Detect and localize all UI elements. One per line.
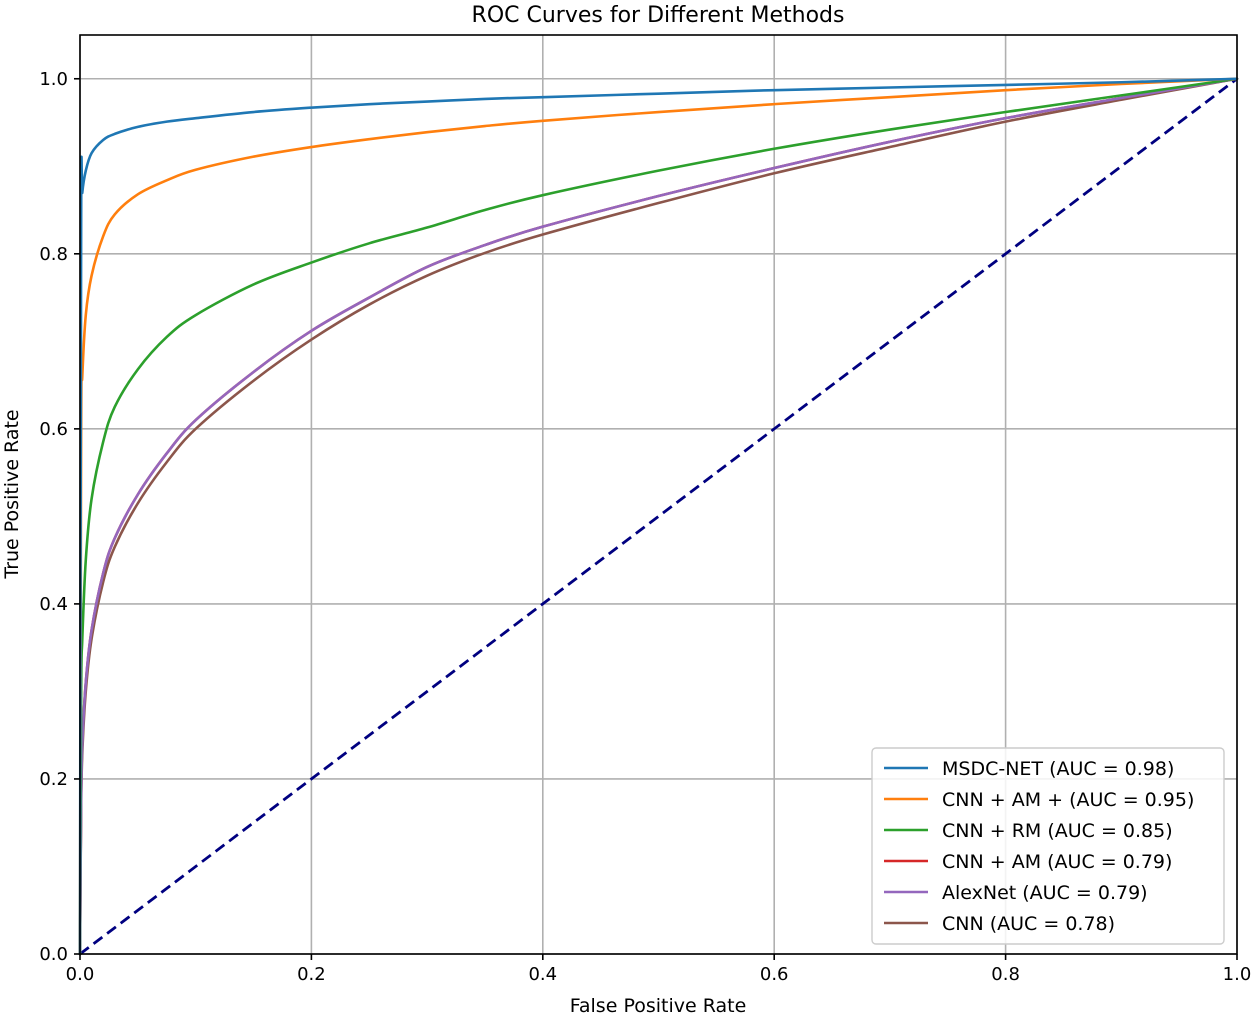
legend-label: AlexNet (AUC = 0.79) bbox=[942, 882, 1148, 904]
axis-ticks: 0.0 0.2 0.4 0.6 0.8 1.0 0.0 0.2 0.4 0.6 0.8 1.0 bbox=[39, 69, 1251, 985]
grid-lines bbox=[79, 35, 1238, 955]
random-guess-line bbox=[79, 77, 1238, 956]
x-tick-label: 0.2 bbox=[297, 964, 326, 985]
x-axis-label: False Positive Rate bbox=[570, 995, 747, 1017]
y-tick-label: 0.0 bbox=[39, 944, 68, 965]
y-axis-label: True Positive Rate bbox=[1, 409, 23, 579]
y-tick-label: 0.6 bbox=[39, 419, 68, 440]
series-line-1 bbox=[78, 77, 1239, 956]
legend-label: CNN + AM (AUC = 0.79) bbox=[942, 851, 1172, 873]
plot-frame bbox=[79, 34, 1238, 955]
y-tick-label: 0.4 bbox=[39, 594, 68, 615]
series-line-4 bbox=[78, 77, 1239, 956]
series-lines bbox=[78, 77, 1239, 956]
legend-box bbox=[871, 747, 1225, 945]
legend-label: CNN (AUC = 0.78) bbox=[942, 913, 1115, 935]
y-tick-label: 0.8 bbox=[39, 244, 68, 265]
series-line-2 bbox=[78, 77, 1239, 956]
legend-label: CNN + RM (AUC = 0.85) bbox=[942, 820, 1173, 842]
x-tick-label: 0.0 bbox=[66, 964, 95, 985]
legend-label: CNN + AM + (AUC = 0.95) bbox=[942, 789, 1194, 811]
legend: MSDC-NET (AUC = 0.98) CNN + AM + (AUC = 0… bbox=[871, 747, 1225, 945]
reference-diagonal bbox=[79, 77, 1238, 956]
series-line-0 bbox=[78, 77, 1239, 956]
x-tick-label: 0.4 bbox=[528, 964, 557, 985]
y-tick-label: 0.2 bbox=[39, 769, 68, 790]
x-tick-label: 0.6 bbox=[760, 964, 789, 985]
y-tick-label: 1.0 bbox=[39, 69, 68, 90]
x-tick-label: 1.0 bbox=[1223, 964, 1252, 985]
x-tick-label: 0.8 bbox=[991, 964, 1020, 985]
chart-title: ROC Curves for Different Methods bbox=[472, 3, 845, 28]
legend-label: MSDC-NET (AUC = 0.98) bbox=[942, 758, 1174, 780]
